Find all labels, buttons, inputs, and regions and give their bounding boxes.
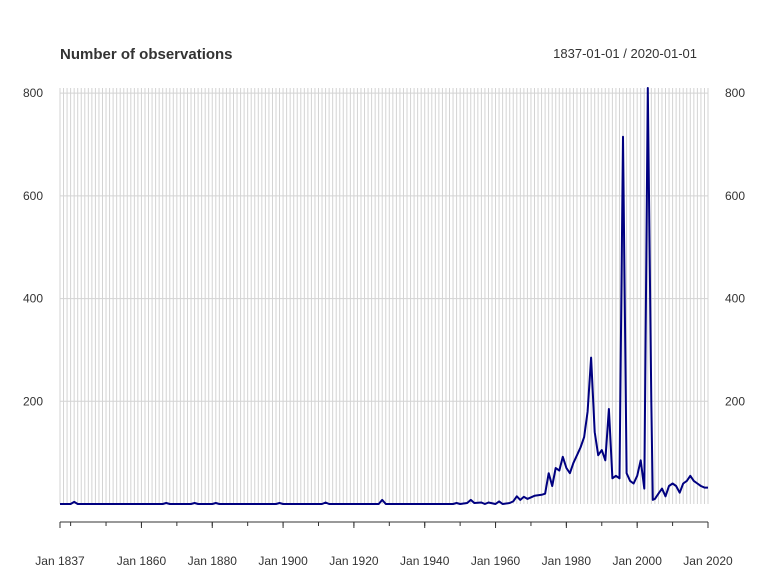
x-axis: Jan 1837 Jan 1860 Jan 1880 Jan 1900 Jan 1920… <box>35 521 733 568</box>
x-tick-label: Jan 1940 <box>400 554 450 568</box>
gridlines <box>59 88 709 504</box>
chart-title: Number of observations <box>60 46 233 63</box>
x-tick-label: Jan 1860 <box>117 554 167 568</box>
date-range-label: 1837-01-01 / 2020-01-01 <box>553 46 697 61</box>
x-tick-label: Jan 1880 <box>188 554 238 568</box>
x-tick-label: Jan 2020 <box>683 554 733 568</box>
x-tick-label: Jan 1900 <box>258 554 308 568</box>
y-axis-left: 200 400 600 800 <box>23 86 43 408</box>
x-tick-label: Jan 2000 <box>612 554 662 568</box>
y-tick-label-left: 200 <box>23 394 43 408</box>
x-tick-label: Jan 1960 <box>471 554 521 568</box>
y-tick-label-left: 800 <box>23 86 43 100</box>
y-tick-label-right: 400 <box>725 292 745 306</box>
y-tick-label-right: 200 <box>725 394 745 408</box>
x-tick-label: Jan 1837 <box>35 554 85 568</box>
x-tick-label: Jan 1980 <box>542 554 592 568</box>
x-tick-label: Jan 1920 <box>329 554 379 568</box>
y-tick-label-left: 400 <box>23 292 43 306</box>
y-tick-label-right: 800 <box>725 86 745 100</box>
y-axis-right: 200 400 600 800 <box>725 86 745 408</box>
y-tick-label-right: 600 <box>725 189 745 203</box>
series-line <box>60 87 708 505</box>
y-tick-label-left: 600 <box>23 189 43 203</box>
